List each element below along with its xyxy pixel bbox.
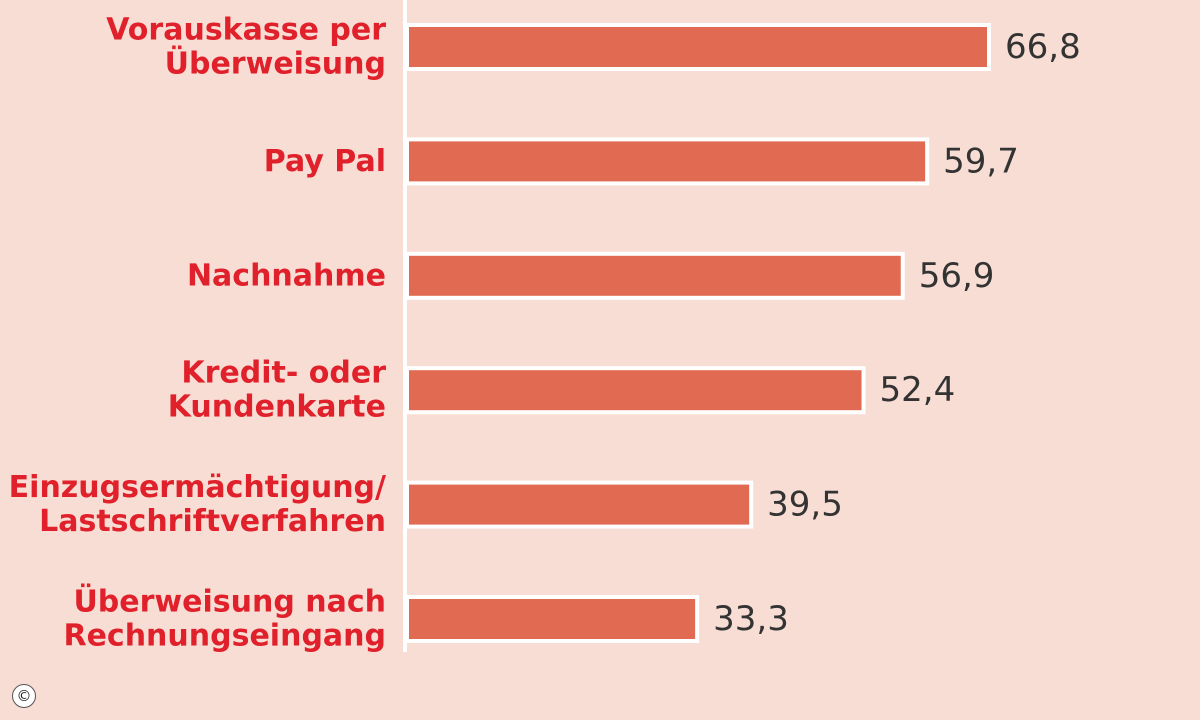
category-label-line: Kredit- oder bbox=[181, 356, 386, 391]
category-label-line: Pay Pal bbox=[264, 144, 386, 179]
bars-group: 66,8 Vorauskasse per Überweisung 59,7 Pay Pa… bbox=[9, 13, 1081, 654]
value-label: 59,7 bbox=[943, 141, 1019, 181]
value-label: 52,4 bbox=[880, 370, 956, 410]
copyright-icon: © bbox=[12, 684, 36, 708]
category-label-line: Lastschriftverfahren bbox=[39, 504, 386, 539]
bar bbox=[405, 23, 991, 71]
value-label: 33,3 bbox=[713, 599, 789, 639]
category-label: Pay Pal bbox=[264, 144, 386, 179]
category-label-line: Rechnungseingang bbox=[63, 619, 386, 654]
bar bbox=[405, 366, 866, 415]
category-label: Kredit- oder Kundenkarte bbox=[168, 356, 387, 425]
value-label: 66,8 bbox=[1005, 27, 1081, 67]
bar bbox=[405, 251, 905, 300]
category-label: Vorauskasse per Überweisung bbox=[106, 13, 386, 82]
category-label-line: Einzugsermächtigung/ bbox=[9, 470, 386, 505]
bar bbox=[405, 480, 754, 529]
bar bbox=[405, 137, 930, 186]
category-label-line: Nachnahme bbox=[187, 258, 386, 293]
category-label-line: Vorauskasse per bbox=[106, 13, 386, 48]
value-label: 39,5 bbox=[767, 485, 843, 525]
category-label: Überweisung nach Rechnungseingang bbox=[63, 583, 386, 654]
category-label: Einzugsermächtigung/Lastschriftverfahren bbox=[9, 470, 386, 539]
category-label-line: Kundenkarte bbox=[168, 390, 386, 425]
category-label-line: Überweisung nach bbox=[73, 583, 386, 620]
value-label: 56,9 bbox=[919, 256, 995, 296]
category-label: Nachnahme bbox=[187, 258, 386, 293]
category-label-line: Überweisung bbox=[165, 45, 386, 82]
bar bbox=[405, 595, 700, 643]
